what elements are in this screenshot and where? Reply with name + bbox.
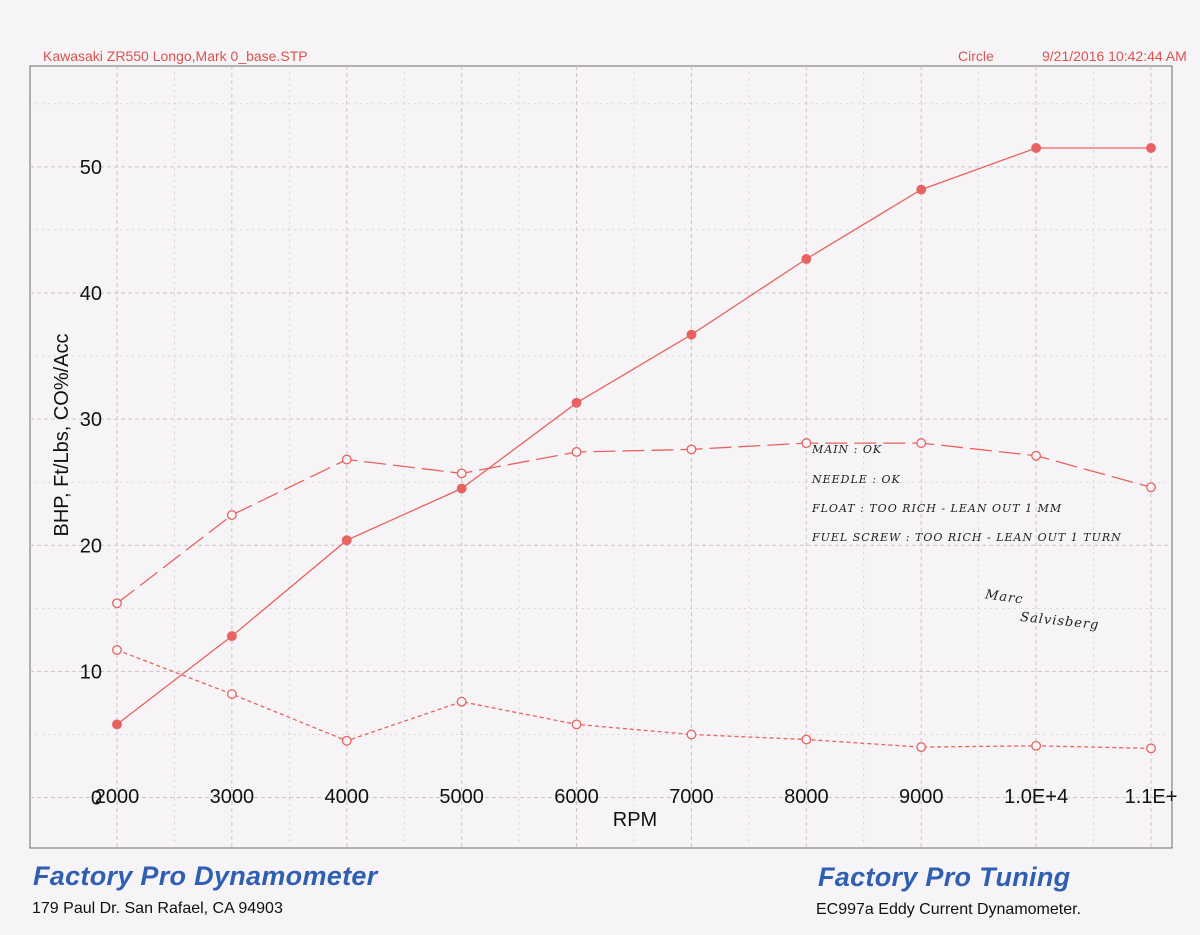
x-tick-label: 5000 [439,786,484,808]
data-point [686,329,697,340]
note-line-4: FUEL SCREW : TOO RICH - LEAN OUT 1 TURN [812,531,1122,544]
y-tick-label: 50 [80,157,102,179]
data-point [686,444,697,455]
x-tick-label: 4000 [325,786,370,808]
data-point [341,735,352,746]
series-line-dashed [116,442,1152,604]
data-point [686,729,697,740]
series-line-solid [116,147,1151,725]
data-point [1031,143,1042,153]
chart-ticks: 0 10 20 30 40 50 2000 3000 4000 5000 6000 7000 8000 9… [80,157,1178,810]
chart-series [112,143,1156,754]
y-tick-label: 30 [80,409,102,431]
right-model: EC997a Eddy Current Dynamometer. [816,901,1082,918]
data-point [456,468,467,479]
series-dotted [112,645,1156,754]
note-line-1: MAIN : OK [812,443,883,456]
data-point [456,696,467,707]
data-point [916,742,927,753]
data-point [456,483,467,494]
data-point [112,719,122,730]
y-tick-label: 40 [80,283,102,305]
series-line-dotted [116,649,1152,750]
data-point [1031,740,1042,751]
data-point [226,689,237,700]
data-point [916,438,927,449]
data-point [801,438,812,449]
timestamp: 9/21/2016 10:42:44 AM [1042,48,1187,64]
chart-frame [29,65,1173,849]
x-tick-label: 1.1E+ [1125,786,1178,808]
data-point [1146,743,1156,754]
data-point [571,447,582,457]
series-solid [112,143,1156,730]
x-axis-label: RPM [613,809,657,831]
data-point [801,254,812,264]
data-point [341,535,352,546]
x-tick-label: 9000 [899,786,944,808]
data-point [571,719,582,730]
y-tick-label: 10 [80,661,102,683]
x-tick-label: 2000 [95,786,140,808]
x-tick-label: 8000 [784,786,829,808]
data-point [341,454,352,465]
data-point [1146,482,1156,493]
mode-label: Circle [958,48,994,64]
y-tick-label: 20 [80,535,102,557]
x-tick-label: 3000 [210,786,255,808]
data-point [226,510,237,520]
data-point [1031,450,1042,461]
data-point [112,598,122,609]
right-brand: Factory Pro Tuning [818,862,1071,892]
y-axis-label: BHP, Ft/Lbs, CO%/Acc [51,333,73,536]
note-line-2: NEEDLE : OK [812,473,901,486]
data-point [226,631,237,642]
chart-grid [30,66,1172,848]
series-dashed [112,438,1156,609]
x-tick-label: 1.0E+4 [1004,786,1068,808]
run-info: Kawasaki ZR550 Longo,Mark 0_base.STP [43,48,308,64]
data-point [801,734,812,745]
y-tick-label: 0 [91,788,102,810]
data-point [112,645,122,655]
data-point [1146,143,1156,153]
x-tick-label: 7000 [669,786,714,808]
data-point [571,397,582,408]
note-line-3: FLOAT : TOO RICH - LEAN OUT 1 MM [812,502,1063,515]
left-brand: Factory Pro Dynamometer [33,861,378,891]
left-address: 179 Paul Dr. San Rafael, CA 94903 [32,900,283,917]
data-point [916,184,927,195]
x-tick-label: 6000 [554,786,599,808]
